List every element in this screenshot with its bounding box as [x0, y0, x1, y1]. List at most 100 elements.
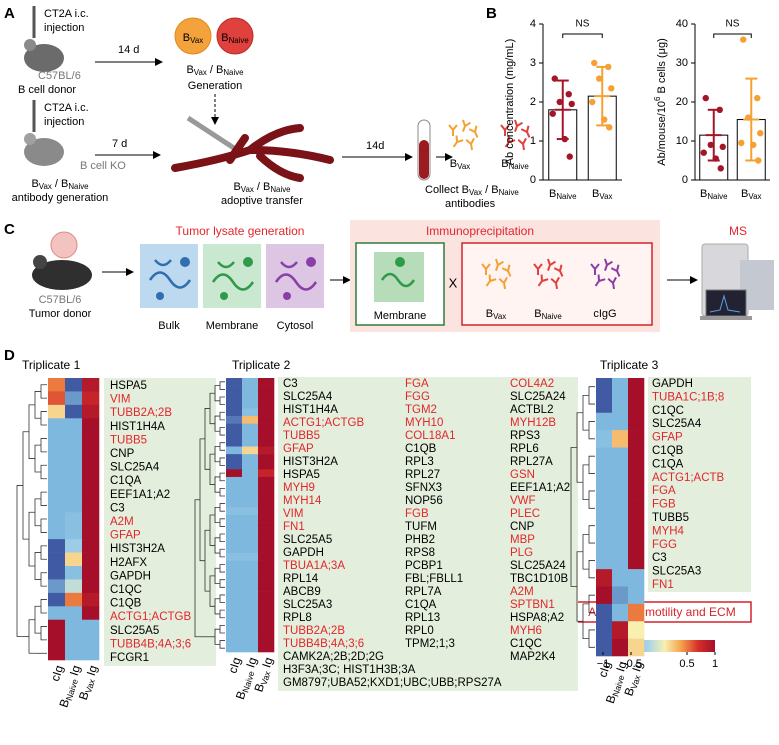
heatmap-cell [596, 517, 613, 535]
text-part: Vax [39, 182, 52, 191]
gene-label: HSPA5 [283, 469, 320, 481]
gene-label: HIST1H4A [110, 421, 165, 433]
heatmap-cell [258, 431, 275, 440]
heatmap-cell [242, 522, 259, 531]
dendrogram [40, 438, 47, 453]
data-point [738, 139, 745, 147]
gene-label: TBUA1A;3A [283, 560, 345, 572]
y-tick-label: 4 [530, 18, 536, 30]
text-part: Naive [509, 162, 530, 171]
heatmap-cell [258, 393, 275, 402]
heatmap-cell [612, 378, 629, 396]
gene-box [278, 377, 578, 691]
text-part: Vax [190, 36, 203, 45]
heatmap-cell [65, 646, 83, 661]
heatmap-cell [65, 445, 83, 459]
heatmap-cell [258, 484, 275, 493]
data-point [707, 141, 714, 149]
heatmap-cell [48, 431, 66, 446]
panel-a: CT2A i.c. injection C57BL/6 B cell donor… [12, 6, 535, 210]
heatmap-cell [258, 438, 275, 447]
column-label: cIg [226, 656, 244, 676]
label: injection [44, 22, 84, 34]
dendrogram [40, 572, 47, 587]
label: Tumor donor [29, 308, 92, 320]
text-part: B [252, 682, 268, 694]
text-part: / B [254, 181, 271, 193]
heatmap-cell [226, 416, 243, 424]
text-part: Naive [229, 36, 250, 45]
label: Bulk [158, 320, 180, 332]
heatmap-cell [226, 522, 243, 531]
dendrogram [40, 464, 47, 480]
gene-label: FGB [652, 499, 676, 511]
heatmap-cell [242, 629, 259, 638]
y-tick-label: 0 [530, 174, 536, 186]
heatmap-cell [82, 512, 100, 527]
antibody-icon [449, 134, 465, 151]
dendrogram [219, 579, 225, 588]
gene-label: GM8797;UBA52;KXD1;UBC;UBB;RPS27A [283, 677, 502, 689]
heatmap-cell [258, 575, 275, 584]
gene-label: HSPA8;A2 [510, 612, 564, 624]
gene-label: FN1 [652, 579, 674, 591]
heatmap-cell [596, 482, 613, 500]
gene-label: TUBB5 [652, 512, 689, 524]
text-part: Vax [493, 312, 506, 321]
heatmap-cell [226, 606, 243, 615]
gene-label: FGG [405, 391, 430, 403]
text-part: Naive [223, 68, 244, 77]
gene-label: COL4A2 [510, 378, 554, 390]
tumor-vax [174, 17, 212, 55]
text-part: Ig [628, 660, 645, 677]
label: BNaive [501, 158, 529, 171]
heatmap-cell [242, 454, 259, 463]
gene-label: SLC25A4 [283, 391, 333, 403]
heatmap-cell [596, 534, 613, 553]
heatmap-cell [242, 385, 259, 394]
text-part: 6 [653, 96, 662, 101]
gene-label: FGB [405, 508, 429, 520]
text-part: B cells (μg) [656, 38, 668, 96]
heatmap-cell [242, 545, 259, 554]
data-point [566, 153, 573, 160]
heatmap-cell [242, 598, 259, 607]
heatmap-title: Triplicate 3 [600, 358, 659, 372]
section-title: MS [729, 224, 747, 238]
label: CT2A i.c. [44, 102, 89, 114]
heatmap-cell [226, 575, 243, 584]
heatmap-cell [242, 492, 259, 501]
heatmap-cell [242, 507, 259, 516]
heatmap-cell [258, 408, 275, 417]
label: B cell KO [80, 160, 126, 172]
text-part: Vax [457, 162, 470, 171]
heatmap-cell [612, 534, 629, 553]
heatmap-cell [242, 469, 259, 478]
heatmap-cell [258, 560, 275, 569]
gene-label: C1QB [110, 598, 142, 610]
heatmap-cell [242, 446, 259, 455]
text-part: Ig [258, 656, 275, 673]
y-axis-title: Ab/mouse/106 B cells (μg) [653, 38, 668, 166]
gene-label: RPL0 [405, 625, 434, 637]
heatmap-cell [48, 592, 66, 607]
label: injection [44, 116, 84, 128]
gene-label: C1QB [652, 445, 684, 457]
heatmap-cell [258, 416, 275, 424]
dendrogram [40, 626, 47, 641]
y-tick-label: 2 [530, 96, 536, 108]
heatmap-cell [258, 378, 275, 386]
dendrogram [219, 442, 225, 451]
section-title: Immunoprecipitation [426, 224, 534, 238]
gene-label: C1QA [110, 475, 142, 487]
heatmap-cell [628, 430, 645, 448]
dendrogram [219, 472, 225, 482]
gene-label: TGM2 [405, 404, 437, 416]
heatmap-cell [242, 423, 259, 432]
gene-label: GSN [510, 469, 535, 481]
heatmap-cell [258, 583, 275, 592]
data-point [568, 100, 575, 108]
label: B cell donor [18, 84, 76, 96]
gene-label: A2M [110, 516, 134, 528]
gene-label: SLC25A24 [510, 391, 566, 403]
